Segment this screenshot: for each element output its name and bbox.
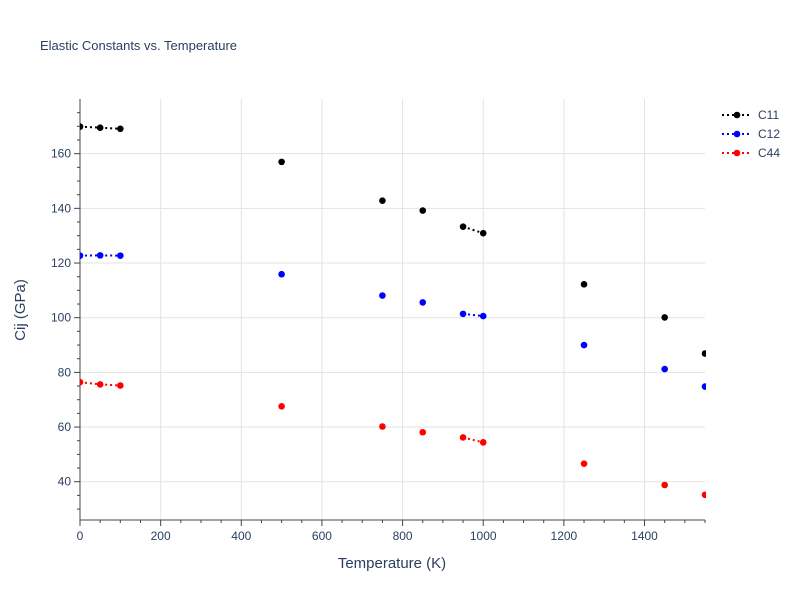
data-point-c44[interactable]: [701, 491, 709, 499]
y-tick-label: 100: [51, 311, 71, 325]
series-segment: [100, 383, 121, 387]
series-layer: [77, 123, 709, 499]
series-segment: [80, 125, 101, 129]
data-point-c44[interactable]: [379, 423, 386, 430]
legend-label: C11: [758, 108, 779, 122]
data-point-c12[interactable]: [459, 310, 467, 318]
y-tick-label: 140: [51, 201, 71, 215]
data-point-c11[interactable]: [661, 314, 668, 321]
legend-item-c11[interactable]: C11: [722, 108, 779, 122]
chart-title: Elastic Constants vs. Temperature: [40, 38, 237, 53]
data-point-c11[interactable]: [77, 123, 84, 130]
data-point-c11[interactable]: [117, 125, 124, 133]
data-point-c44[interactable]: [419, 428, 427, 436]
y-tick-label: 120: [51, 256, 71, 270]
data-point-c44[interactable]: [117, 382, 124, 389]
data-point-c44[interactable]: [278, 402, 285, 410]
data-point-c11[interactable]: [379, 197, 386, 204]
y-tick-label: 40: [58, 475, 72, 489]
x-tick-label: 0: [77, 529, 84, 543]
x-tick-label: 1400: [631, 529, 658, 543]
data-point-c11[interactable]: [701, 350, 709, 357]
data-point-c12[interactable]: [419, 299, 427, 306]
legend-marker: [733, 149, 741, 157]
legend-marker: [733, 111, 741, 119]
data-point-c12[interactable]: [117, 252, 124, 259]
y-tick-label: 80: [58, 365, 72, 379]
data-point-c11[interactable]: [96, 124, 104, 132]
data-point-c44[interactable]: [459, 434, 467, 441]
data-point-c12[interactable]: [96, 252, 104, 259]
series-segment: [462, 436, 484, 444]
data-point-c11[interactable]: [278, 158, 285, 166]
series-c12: [77, 252, 709, 390]
series-c44: [77, 378, 709, 499]
legend-item-c44[interactable]: C44: [722, 146, 780, 160]
x-tick-label: 800: [393, 529, 413, 543]
data-point-c11[interactable]: [419, 207, 427, 214]
data-point-c12[interactable]: [701, 383, 709, 390]
legend-label: C44: [758, 146, 780, 160]
series-segment: [100, 126, 121, 130]
data-point-c44[interactable]: [96, 381, 104, 388]
x-tick-label: 400: [231, 529, 251, 543]
series-segment: [80, 381, 101, 386]
x-tick-label: 200: [151, 529, 171, 543]
y-tick-label: 60: [58, 420, 72, 434]
axes-layer: 0 200 400 600 800 1000 1200 1400 40 60 80 100 120 140…: [51, 99, 706, 543]
legend-marker: [733, 130, 741, 138]
data-point-c44[interactable]: [77, 378, 84, 386]
data-point-c44[interactable]: [479, 439, 487, 446]
data-point-c12[interactable]: [580, 341, 588, 349]
legend[interactable]: C11 C12 C44: [722, 108, 780, 160]
legend-item-c12[interactable]: C12: [722, 127, 780, 141]
data-point-c11[interactable]: [459, 223, 467, 230]
x-tick-label: 1200: [551, 529, 578, 543]
data-point-c44[interactable]: [661, 481, 668, 489]
x-axis-title: Temperature (K): [338, 555, 446, 572]
data-point-c12[interactable]: [379, 292, 386, 299]
data-point-c44[interactable]: [580, 460, 588, 467]
data-point-c11[interactable]: [580, 281, 588, 288]
data-point-c11[interactable]: [479, 229, 487, 237]
series-segment: [462, 225, 484, 235]
y-axis-title: Cij (GPa): [12, 279, 29, 341]
x-tick-label: 1000: [470, 529, 497, 543]
series-c11: [77, 123, 709, 357]
series-segment: [462, 312, 484, 318]
y-tick-label: 160: [51, 147, 71, 161]
grid-layer: [80, 99, 705, 520]
data-point-c12[interactable]: [661, 365, 668, 373]
data-point-c12[interactable]: [278, 270, 285, 278]
data-point-c12[interactable]: [77, 252, 84, 259]
x-tick-label: 600: [312, 529, 332, 543]
legend-label: C12: [758, 127, 780, 141]
data-point-c12[interactable]: [479, 312, 487, 320]
